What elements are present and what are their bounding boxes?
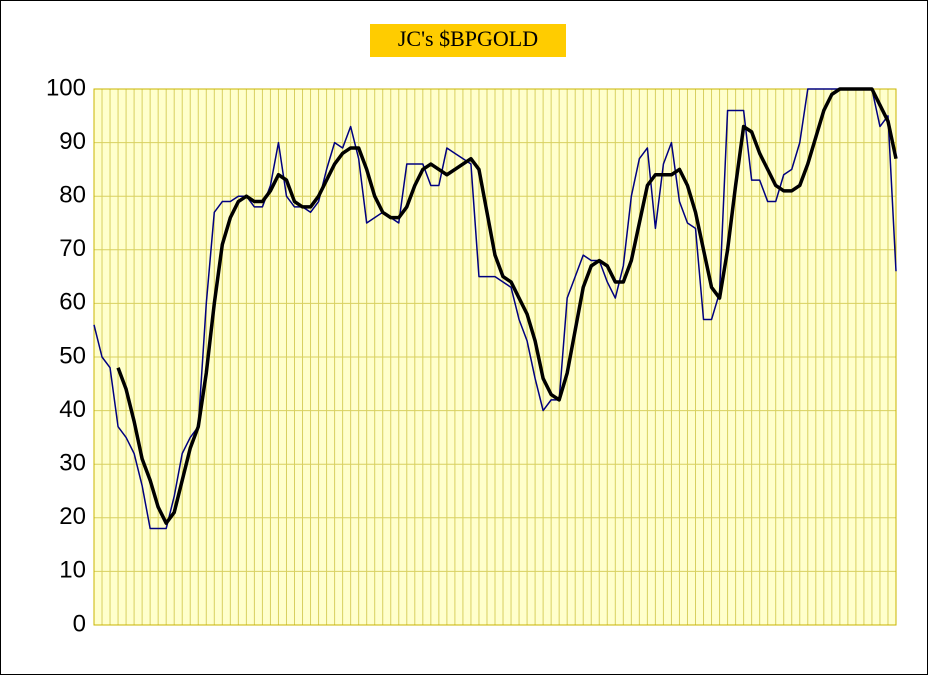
y-tick-label: 100 — [46, 74, 86, 101]
y-tick-label: 0 — [73, 610, 86, 637]
series-line — [93, 88, 897, 530]
y-tick-label: 60 — [59, 289, 86, 316]
chart-title: JC's $BPGOLD — [398, 26, 538, 51]
y-tick-label: 80 — [59, 182, 86, 209]
y-tick-label: 40 — [59, 396, 86, 423]
y-tick-label: 20 — [59, 503, 86, 530]
y-tick-label: 90 — [59, 128, 86, 155]
y-tick-label: 70 — [59, 235, 86, 262]
y-tick-label: 10 — [59, 557, 86, 584]
y-tick-label: 50 — [59, 342, 86, 369]
title-box — [370, 24, 566, 57]
series-line — [116, 87, 898, 525]
plot-border — [93, 88, 897, 626]
y-tick-label: 30 — [59, 450, 86, 477]
